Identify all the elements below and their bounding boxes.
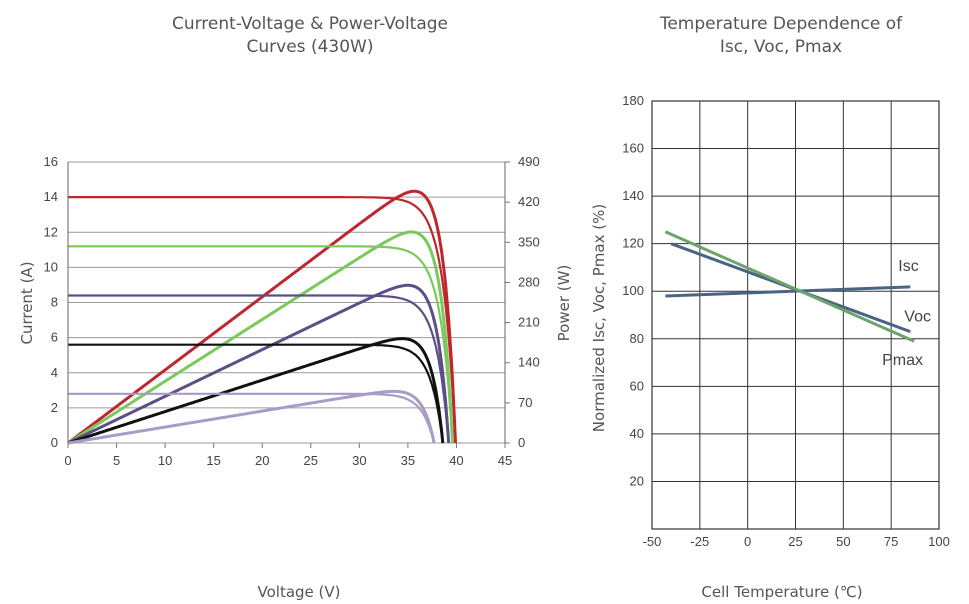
iv-y2-tick-label: 70: [518, 395, 532, 410]
temp-x-tick-label: -25: [690, 534, 709, 549]
temp-y-tick-label: 120: [622, 236, 644, 251]
iv-y-tick-label: 8: [51, 295, 58, 310]
iv-series: [67, 189, 457, 445]
temp-series-label-isc: Isc: [898, 258, 918, 275]
iv-y-tick-label: 10: [44, 259, 58, 274]
iv-x-axis-label: Voltage (V): [258, 583, 341, 601]
iv-y2-tick-label: 210: [518, 315, 540, 330]
iv-y-tick-label: 16: [44, 154, 58, 169]
iv-y2-axis-label: Power (W): [555, 265, 573, 342]
iv-y-tick-label: 4: [51, 365, 58, 380]
temp-y-tick-label: 140: [622, 188, 644, 203]
iv-x-tick-label: 40: [449, 453, 463, 468]
temp-x-tick-label: 75: [884, 534, 898, 549]
temp-y-tick-label: 180: [622, 93, 644, 108]
iv-power-curve-2: [67, 230, 455, 445]
iv-y2-tick-label: 140: [518, 355, 540, 370]
temp-x-axis-label: Cell Temperature (℃): [701, 583, 862, 601]
temp-grid: [651, 100, 940, 530]
temp-y-tick-label: 160: [622, 141, 644, 156]
temp-x-tick-label: 25: [788, 534, 802, 549]
iv-y2-tick-label: 280: [518, 274, 540, 289]
iv-power-curve-4: [67, 337, 445, 445]
temp-series: Isc Voc Pmax: [664, 230, 931, 369]
temp-y-tick-label: 20: [630, 473, 644, 488]
iv-x-tick-label: 25: [304, 453, 318, 468]
iv-axes: [67, 162, 506, 443]
temp-ticks: 20 40 60 80 100 120 140 160 180 -50 -25 0 25 50 75 100: [622, 93, 950, 549]
iv-y-tick-label: 12: [44, 224, 58, 239]
iv-y2-tick-label: 490: [518, 154, 540, 169]
iv-x-tick-label: 0: [64, 453, 71, 468]
iv-x-tick-label: 20: [255, 453, 269, 468]
temp-y-tick-label: 40: [630, 426, 644, 441]
temp-x-tick-label: 100: [928, 534, 950, 549]
temp-y-tick-label: 80: [630, 331, 644, 346]
temp-series-label-voc: Voc: [904, 309, 931, 326]
iv-y-axis-label: Current (A): [18, 261, 36, 344]
iv-power-curve-5: [67, 389, 436, 445]
iv-x-tick-label: 15: [206, 453, 220, 468]
iv-x-tick-label: 35: [401, 453, 415, 468]
temp-y-tick-label: 100: [622, 283, 644, 298]
iv-y-tick-label: 14: [44, 189, 58, 204]
temp-x-tick-label: -50: [643, 534, 662, 549]
iv-power-curve-3: [67, 283, 451, 445]
temp-line-pmax: [664, 230, 915, 343]
iv-x-tick-label: 30: [352, 453, 366, 468]
temp-y-axis-label: Normalized Isc, Voc, Pmax (%): [590, 204, 608, 432]
iv-y-tick-label: 0: [51, 435, 58, 450]
iv-y-tick-label: 2: [51, 400, 58, 415]
temp-x-tick-label: 50: [836, 534, 850, 549]
temp-y-tick-label: 60: [630, 378, 644, 393]
iv-y2-tick-label: 350: [518, 234, 540, 249]
iv-current-curve-3: [68, 294, 450, 444]
iv-ticks: 0 2 4 6 8 10 12 14 16 0 70 140 210 280 350 420 490 0 5 10 15…: [44, 154, 540, 468]
iv-x-tick-label: 10: [158, 453, 172, 468]
iv-current-curve-4: [68, 343, 444, 444]
temp-x-tick-label: 0: [744, 534, 751, 549]
iv-y-tick-label: 6: [51, 330, 58, 345]
iv-current-curve-2: [68, 245, 454, 444]
temp-line-isc: [665, 285, 911, 298]
temp-series-label-pmax: Pmax: [882, 352, 923, 369]
iv-chart-title-line-2: Curves (430W): [247, 37, 374, 57]
iv-y2-tick-label: 0: [518, 435, 525, 450]
temp-chart-title-line-2: Isc, Voc, Pmax: [720, 37, 842, 57]
iv-current-curve-1: [68, 196, 457, 444]
iv-x-tick-label: 5: [113, 453, 120, 468]
iv-y2-tick-label: 420: [518, 194, 540, 209]
iv-x-tick-label: 45: [498, 453, 512, 468]
temp-chart-title-line-1: Temperature Dependence of: [659, 14, 903, 34]
iv-chart-title-line-1: Current-Voltage & Power-Voltage: [172, 14, 448, 34]
